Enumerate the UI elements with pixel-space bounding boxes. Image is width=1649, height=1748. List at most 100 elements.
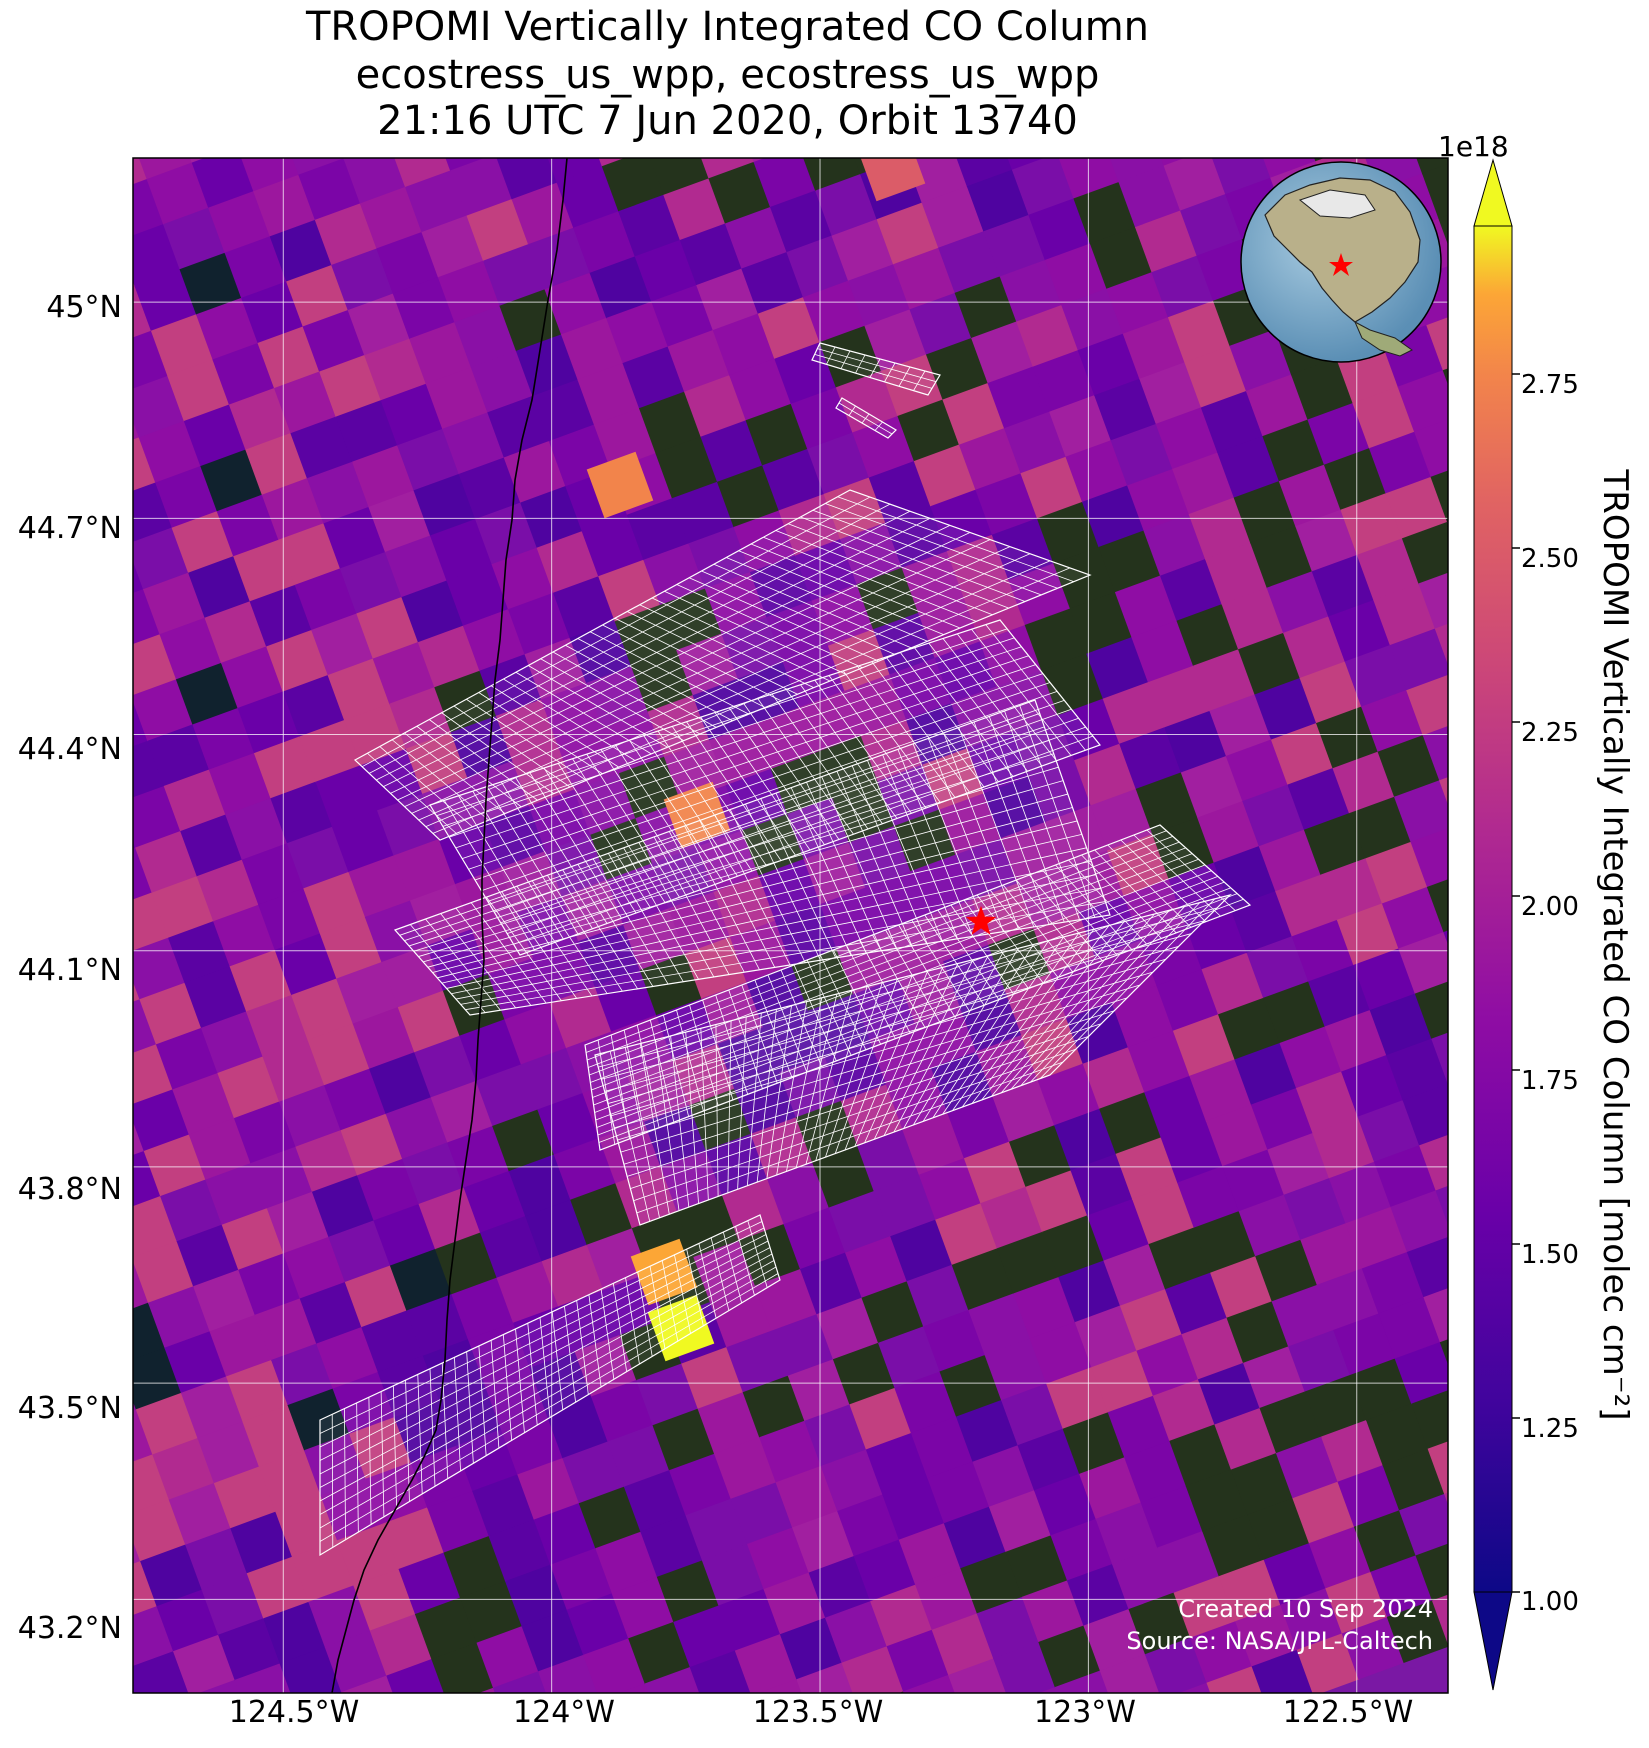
co-data-cell — [1332, 751, 1396, 815]
co-data-cell — [803, 842, 867, 906]
co-data-cell — [479, 92, 542, 155]
co-data-cell — [217, 1056, 281, 1119]
co-data-cell — [1422, 163, 1448, 220]
co-data-cell — [271, 1343, 334, 1406]
co-data-cell — [430, 1080, 494, 1144]
co-data-cell — [782, 645, 846, 709]
co-data-cell — [946, 534, 1010, 598]
co-data-cell — [963, 1141, 1027, 1205]
co-data-cell — [1157, 1530, 1220, 1594]
co-data-cell — [1200, 390, 1264, 454]
co-data-cell — [401, 580, 465, 644]
co-data-cell — [553, 1137, 617, 1201]
co-data-cell — [49, 1015, 112, 1078]
co-data-cell — [234, 1663, 292, 1693]
co-data-cell — [661, 1712, 724, 1748]
co-data-cell — [324, 1630, 388, 1693]
co-data-cell — [183, 404, 247, 467]
co-data-cell — [290, 416, 354, 480]
co-data-cell — [38, 1684, 101, 1747]
co-data-cell — [134, 268, 198, 332]
co-data-cell — [861, 1281, 925, 1344]
co-data-cell — [1345, 1206, 1409, 1270]
co-data-cell — [198, 1679, 241, 1693]
map-area — [38, 59, 1448, 1748]
co-data-cell — [824, 1039, 888, 1102]
co-data-cell — [298, 158, 362, 221]
co-data-cell — [808, 1555, 872, 1619]
footprint-swath — [594, 893, 1232, 1226]
co-data-cell — [1144, 1637, 1208, 1693]
colorbar-tick-label: 2.25 — [1521, 718, 1579, 748]
co-data-cell — [344, 1265, 408, 1328]
co-data-cell — [257, 326, 321, 389]
co-data-cell — [524, 76, 587, 139]
co-data-cell — [372, 80, 435, 143]
co-data-cell — [569, 59, 632, 122]
co-data-cell — [496, 1260, 560, 1324]
co-data-cell — [1112, 1547, 1175, 1611]
co-data-cell — [459, 1019, 523, 1082]
co-data-cell — [938, 792, 1002, 856]
co-data-cell — [316, 1326, 379, 1390]
co-data-cell — [478, 1687, 496, 1693]
ecostress-footprints — [319, 342, 1252, 1557]
co-data-cell — [1176, 603, 1240, 667]
co-data-cell — [417, 64, 480, 127]
co-data-cell — [258, 888, 321, 951]
co-data-cell — [226, 1359, 289, 1423]
co-data-cell — [143, 572, 206, 636]
co-data-cell — [262, 1039, 326, 1103]
co-data-cell — [213, 904, 276, 968]
co-data-cell — [133, 158, 148, 186]
co-data-cell — [1365, 841, 1429, 905]
co-data-cell — [159, 617, 223, 681]
co-data-cell — [1197, 800, 1260, 864]
co-data-cell — [1316, 706, 1379, 770]
co-data-cell — [1226, 1301, 1290, 1364]
co-data-cell — [898, 1522, 962, 1586]
co-data-cell — [151, 875, 215, 939]
co-data-cell — [455, 1429, 519, 1492]
co-data-cell — [1205, 1104, 1269, 1167]
co-data-cell — [1077, 333, 1141, 397]
co-data-cell — [951, 1248, 1015, 1311]
co-data-cell — [1341, 1616, 1405, 1680]
co-data-cell — [577, 362, 641, 426]
co-data-cell — [336, 1523, 400, 1587]
co-data-cell — [1028, 198, 1092, 261]
co-data-cell — [1073, 181, 1137, 245]
co-data-cell-high — [630, 1238, 698, 1306]
co-data-cell — [570, 1182, 634, 1246]
co-data-cell — [216, 494, 280, 558]
co-data-cell — [1139, 362, 1203, 425]
co-data-cell — [1192, 87, 1255, 150]
co-data-cell — [274, 371, 337, 435]
co-data-cell — [1280, 1588, 1343, 1651]
co-data-cell — [480, 1215, 543, 1279]
co-data-cell — [1180, 755, 1244, 819]
co-data-cell — [685, 1498, 749, 1562]
co-data-cell — [1225, 739, 1289, 802]
co-data-cell — [853, 1539, 917, 1603]
co-data-cell — [1385, 476, 1448, 540]
co-data-cell — [282, 674, 346, 738]
co-data-cell — [1378, 1296, 1442, 1360]
co-data-cell — [1247, 1497, 1311, 1561]
co-data-cell — [1110, 423, 1174, 487]
co-data-cell — [1307, 402, 1371, 466]
co-data-cell — [1439, 777, 1448, 805]
co-data-cell — [996, 1231, 1060, 1295]
co-data-cell — [373, 1203, 437, 1267]
co-data-cell — [1136, 1334, 1200, 1397]
co-data-cell — [926, 899, 990, 963]
co-data-cell — [1251, 1649, 1314, 1693]
co-data-cell — [171, 510, 235, 574]
co-data-cell — [651, 284, 714, 348]
co-data-cell — [618, 194, 682, 258]
co-data-cell — [996, 669, 1059, 733]
co-data-cell — [532, 379, 596, 442]
co-data-cell — [992, 1079, 1056, 1143]
co-data-cell — [1278, 464, 1342, 528]
co-data-cell — [709, 1285, 773, 1349]
